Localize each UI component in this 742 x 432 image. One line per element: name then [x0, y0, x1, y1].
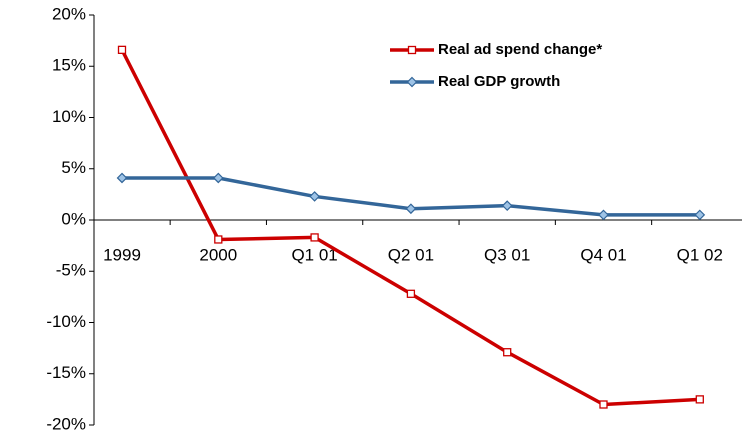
point-marker — [501, 200, 513, 211]
y-tick-label: -5% — [56, 261, 86, 280]
y-tick-label: -15% — [46, 363, 86, 382]
point-marker — [310, 233, 319, 242]
x-tick-label: Q4 01 — [580, 245, 626, 264]
x-tick-label: 2000 — [199, 245, 237, 264]
series-line — [120, 49, 700, 407]
point-marker — [214, 235, 223, 244]
point-marker — [309, 191, 320, 202]
y-tick-label: 15% — [52, 56, 86, 75]
x-tick-label: Q1 02 — [677, 245, 723, 264]
y-tick-label: -20% — [46, 414, 86, 432]
y-tick-label: 10% — [52, 107, 86, 126]
x-tick-label: Q2 01 — [388, 245, 434, 264]
point-marker — [599, 400, 608, 409]
y-tick-label: 0% — [61, 209, 86, 228]
legend-label: Real ad spend change* — [438, 41, 602, 58]
point-marker — [695, 395, 704, 404]
point-marker — [598, 209, 609, 221]
point-marker — [405, 203, 417, 215]
legend-marker — [407, 45, 417, 55]
x-tick-label: Q3 01 — [484, 245, 530, 264]
point-marker — [116, 172, 128, 184]
point-marker — [212, 172, 224, 184]
point-marker — [117, 45, 127, 54]
x-tick-label: Q1 01 — [291, 245, 337, 264]
y-tick-label: 5% — [61, 158, 86, 177]
y-tick-label: -10% — [46, 312, 86, 331]
point-marker — [503, 348, 512, 357]
point-marker — [694, 209, 706, 221]
point-marker — [406, 289, 416, 298]
legend-marker — [406, 76, 418, 88]
legend-label: Real GDP growth — [438, 73, 560, 90]
y-tick-label: 20% — [52, 4, 86, 23]
x-tick-label: 1999 — [103, 245, 141, 264]
